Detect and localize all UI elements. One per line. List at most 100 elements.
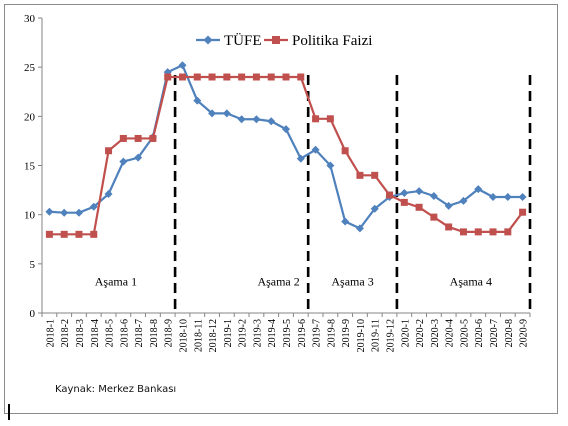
data-point-square: [371, 171, 379, 179]
data-point-square: [356, 171, 364, 179]
x-tick-label: 2019-2: [238, 319, 249, 347]
y-tick-label: 5: [30, 259, 36, 271]
data-point-square: [75, 230, 83, 238]
data-point-square: [459, 228, 467, 236]
data-point-diamond: [518, 192, 527, 201]
data-point-diamond: [296, 154, 305, 163]
data-point-diamond: [400, 189, 409, 198]
data-point-diamond: [444, 201, 453, 210]
data-point-diamond: [326, 161, 335, 170]
x-tick-label: 2018-8: [149, 319, 160, 347]
x-tick-label: 2019-6: [297, 319, 308, 347]
x-tick-label: 2020-6: [474, 319, 485, 347]
x-tick-label: 2018-6: [119, 319, 130, 347]
data-point-square: [341, 147, 349, 155]
text-cursor: [8, 404, 10, 420]
x-tick-label: 2018-4: [90, 319, 101, 347]
data-point-square: [415, 203, 423, 211]
chart-frame: [4, 4, 558, 414]
x-tick-label: 2020-9: [519, 319, 530, 347]
data-point-square: [178, 73, 186, 81]
x-tick-label: 2020-4: [445, 319, 456, 347]
x-tick-label: 2018-5: [105, 319, 116, 347]
data-point-square: [504, 228, 512, 236]
data-point-square: [252, 73, 260, 81]
phase-label: Aşama 4: [450, 274, 492, 288]
data-point-diamond: [104, 190, 113, 199]
x-tick-label: 2020-5: [459, 319, 470, 347]
x-tick-label: 2019-9: [341, 319, 352, 347]
data-point-square: [223, 73, 231, 81]
x-tick-label: 2020-3: [430, 319, 441, 347]
data-point-diamond: [237, 115, 246, 124]
x-tick-label: 2019-7: [312, 319, 323, 347]
x-tick-label: 2018-3: [75, 319, 86, 347]
data-point-square: [60, 230, 68, 238]
data-point-diamond: [341, 217, 350, 226]
data-point-diamond: [267, 117, 276, 126]
data-point-square: [45, 230, 53, 238]
x-tick-label: 2019-5: [282, 319, 293, 347]
source-note: Kaynak: Merkez Bankası: [55, 384, 177, 395]
data-point-diamond: [193, 96, 202, 105]
data-point-square: [474, 228, 482, 236]
x-tick-label: 2019-1: [223, 319, 234, 347]
phase-label: Aşama 3: [331, 274, 373, 288]
legend-marker-diamond: [203, 35, 213, 45]
x-tick-label: 2018-12: [208, 319, 219, 352]
data-point-diamond: [134, 153, 143, 162]
data-point-diamond: [415, 187, 424, 196]
x-tick-label: 2019-11: [371, 319, 382, 352]
data-point-square: [164, 73, 172, 81]
data-point-square: [238, 73, 246, 81]
x-tick-label: 2018-11: [193, 319, 204, 352]
data-point-diamond: [45, 207, 54, 216]
data-point-diamond: [74, 208, 83, 217]
y-tick-label: 30: [24, 13, 36, 25]
data-point-diamond: [370, 204, 379, 213]
x-tick-label: 2020-1: [400, 319, 411, 347]
phase-label: Aşama 2: [257, 274, 299, 288]
data-point-diamond: [474, 185, 483, 194]
x-tick-label: 2018-1: [45, 319, 56, 347]
data-point-square: [208, 73, 216, 81]
data-point-square: [312, 115, 320, 123]
data-point-square: [386, 191, 394, 199]
data-point-diamond: [60, 208, 69, 217]
x-tick-label: 2019-8: [326, 319, 337, 347]
data-point-diamond: [282, 125, 290, 134]
data-point-diamond: [503, 192, 512, 201]
y-tick-label: 25: [24, 62, 36, 74]
data-point-square: [193, 73, 201, 81]
data-point-square: [519, 208, 527, 216]
x-tick-label: 2019-4: [267, 319, 278, 347]
y-tick-label: 15: [24, 161, 36, 173]
data-point-diamond: [178, 61, 187, 70]
data-point-square: [430, 213, 438, 221]
x-tick-label: 2018-7: [134, 319, 145, 347]
data-point-diamond: [429, 191, 438, 200]
x-tick-label: 2019-10: [356, 319, 367, 352]
data-point-square: [297, 73, 305, 81]
data-point-diamond: [222, 109, 231, 118]
y-tick-label: 0: [30, 308, 36, 320]
data-point-square: [445, 223, 453, 231]
legend-label: Politika Faizi: [292, 33, 372, 49]
data-point-square: [326, 115, 334, 123]
x-tick-label: 2019-12: [386, 319, 397, 352]
legend-marker-square: [272, 36, 280, 44]
legend-label: TÜFE: [224, 32, 262, 49]
data-point-diamond: [119, 157, 128, 166]
series-line: [49, 63, 523, 230]
data-point-square: [489, 228, 497, 236]
x-tick-label: 2018-2: [60, 319, 71, 347]
x-tick-label: 2019-3: [252, 319, 263, 347]
data-point-square: [149, 134, 157, 142]
data-point-square: [90, 230, 98, 238]
phase-label: Aşama 1: [95, 274, 137, 288]
data-point-diamond: [489, 192, 498, 201]
data-point-square: [134, 134, 142, 142]
data-point-diamond: [208, 109, 217, 118]
data-point-square: [119, 134, 127, 142]
data-point-diamond: [355, 224, 364, 233]
